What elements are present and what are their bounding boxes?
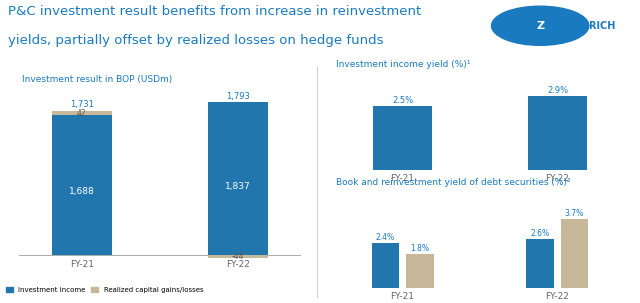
- Text: Investment result in BOP (USDm): Investment result in BOP (USDm): [22, 75, 173, 84]
- Text: FY-21: FY-21: [390, 292, 415, 301]
- Bar: [52, 112, 111, 115]
- Text: 2.6%: 2.6%: [531, 229, 550, 238]
- Bar: [406, 254, 433, 288]
- Text: -44: -44: [232, 252, 244, 261]
- Text: 42: 42: [77, 108, 86, 118]
- Text: 1,793: 1,793: [227, 92, 250, 101]
- Bar: [373, 106, 432, 170]
- Text: 1.8%: 1.8%: [410, 244, 429, 253]
- Text: 2.5%: 2.5%: [392, 96, 413, 105]
- Text: 1,688: 1,688: [69, 187, 95, 196]
- Legend: Investment income, Realized capital gains/losses: Investment income, Realized capital gain…: [3, 284, 206, 296]
- Text: FY-22: FY-22: [545, 174, 570, 183]
- Text: Book and reinvestment yield of debt securities (%)²: Book and reinvestment yield of debt secu…: [336, 178, 570, 187]
- Legend: Book yield, Reinvestment yield: Book yield, Reinvestment yield: [324, 302, 464, 303]
- Text: 1,731: 1,731: [70, 100, 93, 109]
- Text: yields, partially offset by realized losses on hedge funds: yields, partially offset by realized los…: [8, 34, 383, 47]
- Text: 1,837: 1,837: [225, 182, 251, 191]
- Bar: [528, 96, 587, 170]
- Bar: [209, 255, 268, 258]
- Text: Investment income yield (%)¹: Investment income yield (%)¹: [336, 60, 470, 69]
- Text: FY-22: FY-22: [227, 260, 250, 269]
- Text: FY-21: FY-21: [390, 174, 415, 183]
- Circle shape: [492, 6, 589, 45]
- Text: 2.9%: 2.9%: [547, 86, 568, 95]
- Bar: [372, 243, 399, 288]
- Text: 2.4%: 2.4%: [376, 233, 395, 242]
- Text: 3.7%: 3.7%: [565, 209, 584, 218]
- Text: ZÜRICH: ZÜRICH: [575, 21, 616, 31]
- Bar: [52, 115, 111, 255]
- Text: FY-22: FY-22: [545, 292, 570, 301]
- Bar: [527, 239, 554, 288]
- Bar: [561, 219, 588, 288]
- Bar: [209, 102, 268, 255]
- Text: FY-21: FY-21: [70, 260, 94, 269]
- Text: Z: Z: [536, 21, 544, 31]
- Text: P&C investment result benefits from increase in reinvestment: P&C investment result benefits from incr…: [8, 5, 421, 18]
